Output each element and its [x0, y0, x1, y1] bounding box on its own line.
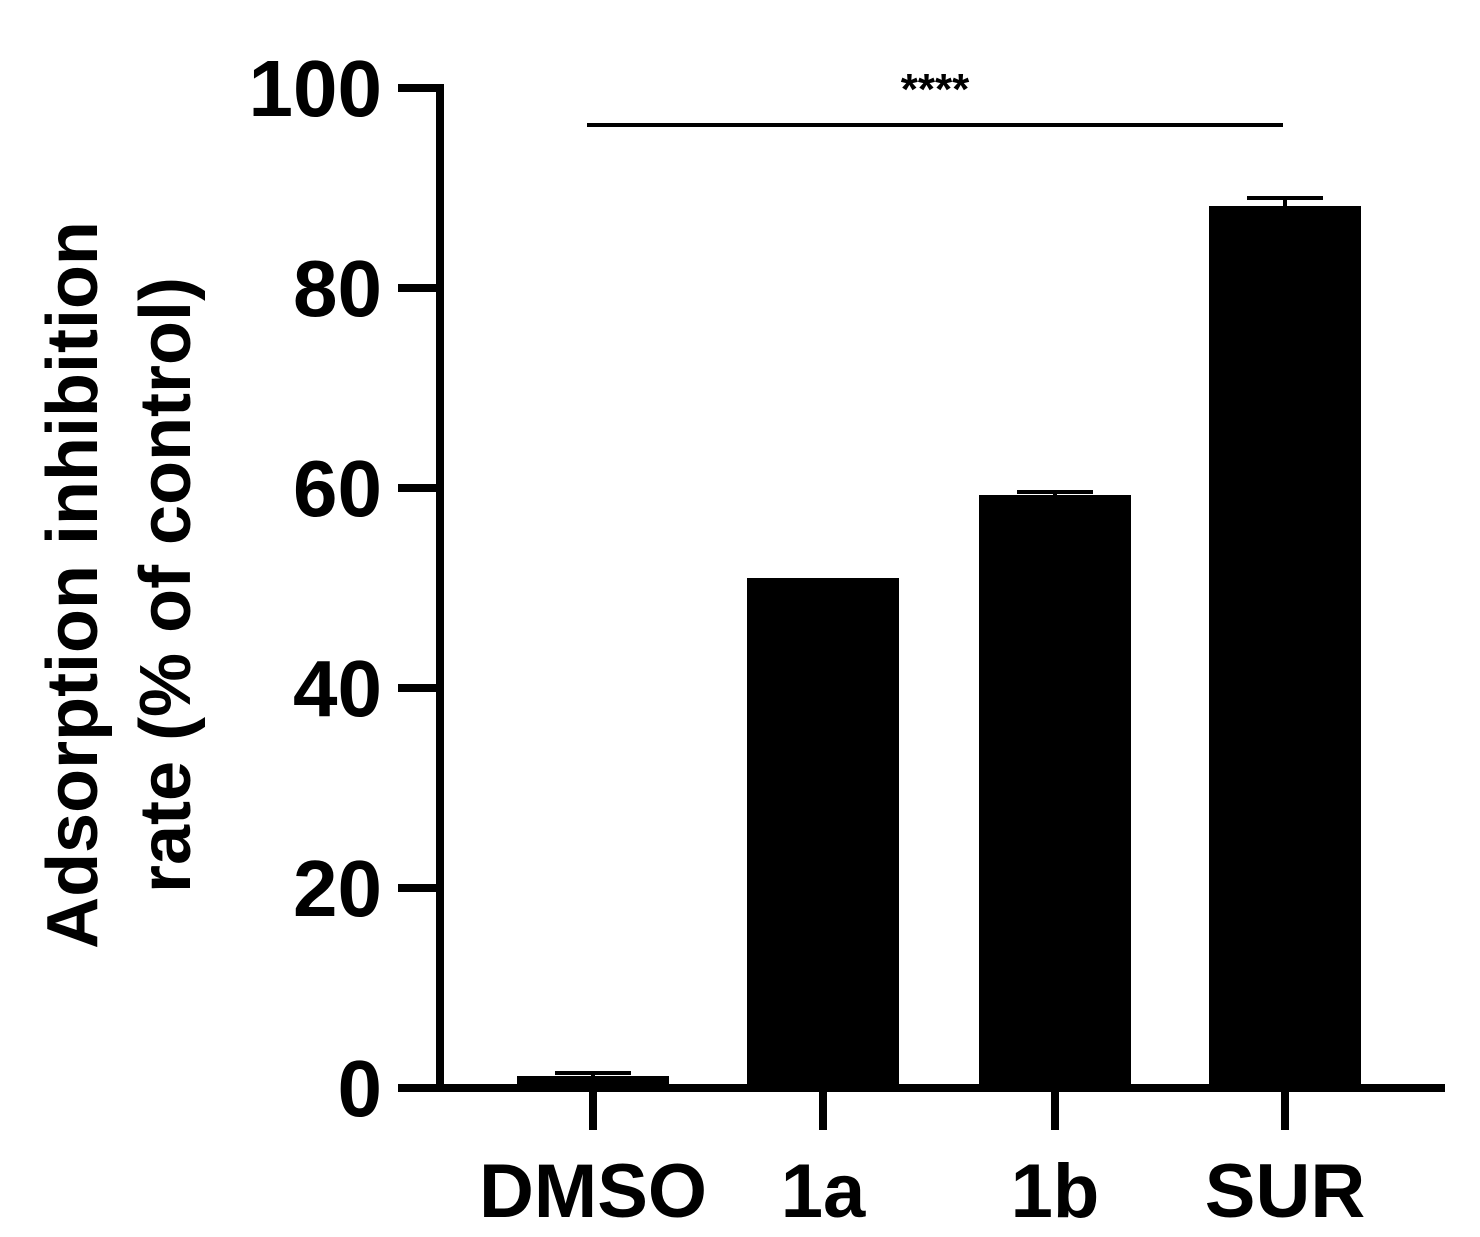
y-tick-label-60: 60 [293, 444, 382, 533]
significance-annotation: **** [587, 65, 1283, 127]
significance-label: **** [901, 65, 970, 114]
y-axis-title-line2: rate (% of control) [126, 277, 206, 893]
y-tick-label-20: 20 [293, 844, 382, 933]
x-tick-label-SUR: SUR [1205, 1149, 1365, 1234]
y-axis-title-line1: Adsorption inhibition [33, 221, 113, 949]
y-tick-label-80: 80 [293, 244, 382, 333]
y-tick-label-100: 100 [249, 44, 382, 133]
bar-1a [747, 578, 899, 1088]
x-tick-label-1a: 1a [781, 1149, 866, 1234]
bar-DMSO [517, 1076, 669, 1088]
y-tick-label-0: 0 [338, 1044, 383, 1133]
axes: 0 20 40 60 80 100 DMSO 1a 1b SUR [249, 44, 1445, 1234]
bar-SUR [1209, 206, 1361, 1088]
y-axis-title: Adsorption inhibition rate (% of control… [33, 221, 206, 949]
bar-1b [979, 495, 1131, 1088]
y-tick-label-40: 40 [293, 644, 382, 733]
x-tick-label-1b: 1b [1011, 1149, 1100, 1234]
bars [517, 196, 1361, 1088]
x-tick-label-DMSO: DMSO [479, 1149, 707, 1234]
